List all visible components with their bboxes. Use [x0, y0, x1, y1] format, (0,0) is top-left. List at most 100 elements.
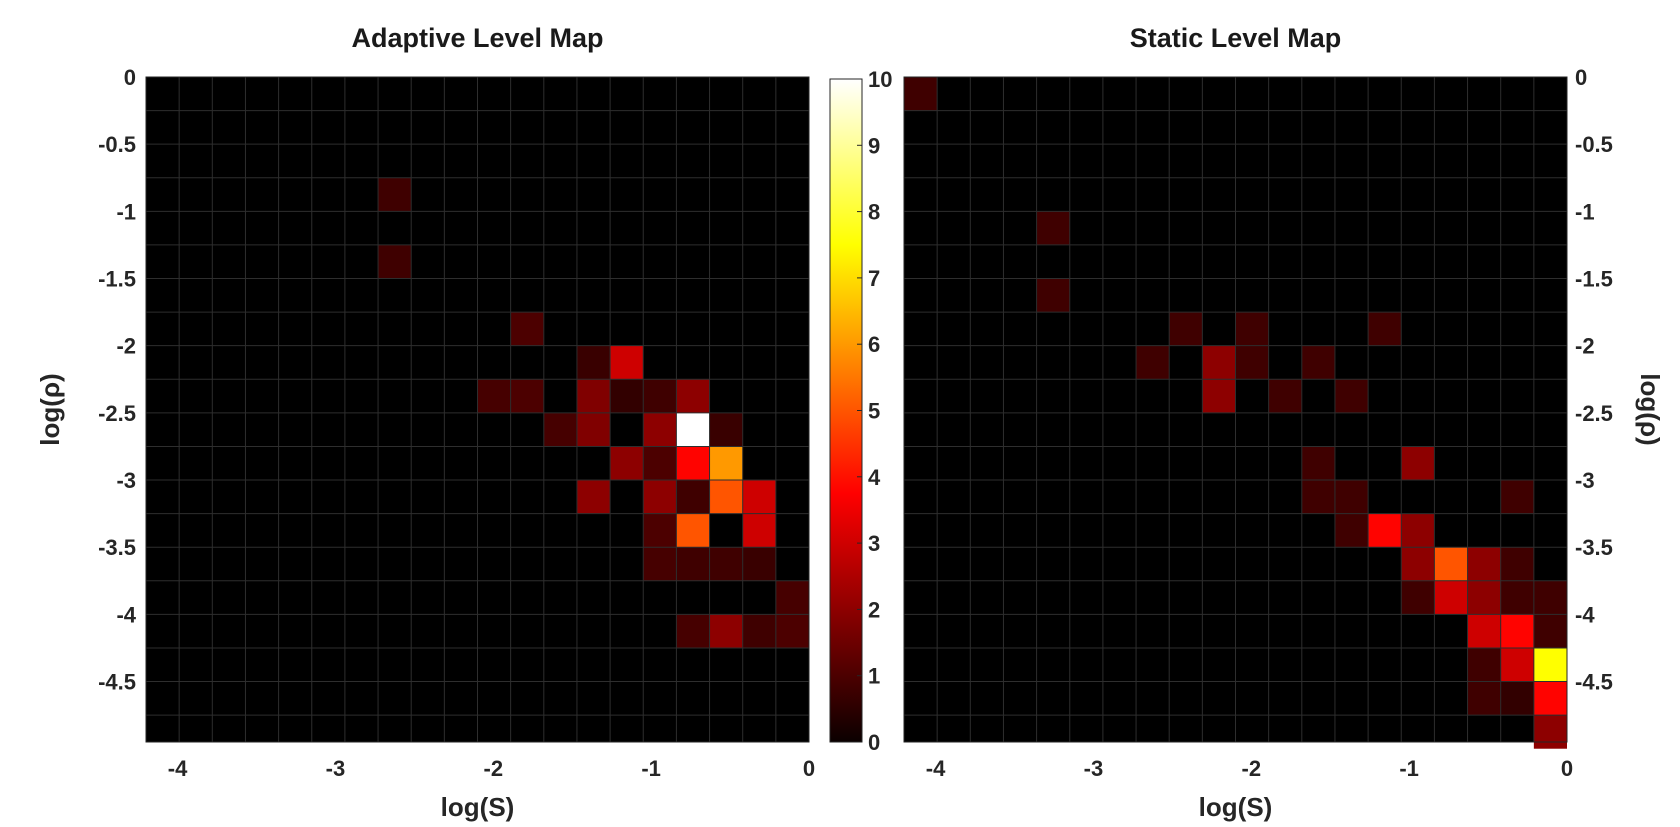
colorbar-tick-label: 2 [868, 597, 880, 622]
adaptive-y-axis-label: log(ρ) [35, 373, 65, 445]
colorbar: 0 1 2 3 4 5 6 7 8 9 10 [829, 67, 892, 755]
static-heatmap-cell-27 [1467, 580, 1501, 615]
adaptive-heatmap-cell-16 [610, 446, 644, 481]
static-y-tick-label: -2 [1575, 334, 1595, 359]
static-heatmap-cell-4 [1235, 312, 1269, 346]
adaptive-x-axis-label: log(S) [441, 792, 515, 822]
static-y-tick-label: -4.5 [1575, 670, 1613, 695]
adaptive-y-tick-label: -3.5 [98, 535, 136, 560]
adaptive-heatmap-cell-6 [510, 379, 544, 413]
adaptive-heatmap-cell-27 [742, 513, 776, 548]
static-y-axis-label: log(ρ) [1635, 373, 1665, 445]
static-heatmap-cell-23 [1467, 547, 1501, 581]
static-title: Static Level Map [1130, 23, 1342, 53]
static-x-axis-label: log(S) [1199, 792, 1273, 822]
static-grid [903, 76, 1568, 742]
adaptive-heatmap-cell-17 [643, 446, 677, 481]
static-heatmap-cell-28 [1500, 580, 1534, 615]
static-heatmap-cell-36 [1467, 681, 1501, 716]
adaptive-heatmap-cell-1 [378, 244, 412, 279]
adaptive-heatmap-cell-28 [643, 547, 677, 581]
adaptive-heatmap-cell-11 [543, 412, 577, 447]
static-heatmap-cell-16 [1301, 446, 1335, 481]
static-heatmap-cell-13 [1301, 480, 1335, 514]
static-heatmap-cell-12 [1334, 379, 1369, 413]
adaptive-heatmap-cell-13 [643, 412, 677, 447]
adaptive-title: Adaptive Level Map [351, 23, 603, 53]
adaptive-heatmap-cell-12 [576, 412, 611, 447]
adaptive-heatmap-cell-25 [643, 513, 677, 548]
adaptive-heatmap-cell-3 [576, 345, 611, 380]
static-heatmap-cell-33 [1467, 647, 1501, 682]
colorbar-tick-label: 5 [868, 399, 880, 424]
static-heatmap-cell-14 [1334, 480, 1369, 514]
adaptive-heatmap-cell-34 [709, 614, 743, 648]
colorbar-tick-label: 4 [868, 465, 881, 490]
adaptive-y-tick-label: -4.5 [98, 670, 136, 695]
adaptive-heatmap-cell-36 [775, 614, 809, 648]
adaptive-grid [145, 76, 810, 742]
static-x-tick-label: -4 [926, 756, 946, 781]
static-y-tick-label: 0 [1575, 65, 1587, 90]
adaptive-heatmap-cell-33 [676, 614, 710, 648]
adaptive-y-tick-label: -2.5 [98, 401, 136, 426]
adaptive-x-tick-label: -4 [168, 756, 188, 781]
static-x-tick-label: 0 [1561, 756, 1573, 781]
static-heatmap-cell-8 [1235, 345, 1269, 380]
adaptive-level-map-panel: Adaptive Level Map -4 -3 -2 -1 0 0 -0.5 -1 -1.5 -2… [35, 23, 815, 822]
adaptive-heatmap-cell-2 [510, 312, 544, 346]
adaptive-heatmap-cell-14 [676, 412, 710, 447]
static-heatmap-cell-11 [1268, 379, 1302, 413]
static-heatmap-cell-26 [1434, 580, 1468, 615]
static-heatmap-cell-15 [1401, 446, 1435, 481]
colorbar-tick-label: 3 [868, 531, 880, 556]
adaptive-heatmap-cell-23 [709, 480, 743, 514]
static-heatmap-cell-39 [1533, 715, 1567, 749]
static-y-tick-label: -2.5 [1575, 401, 1613, 426]
static-heatmap-cell-3 [1169, 312, 1203, 346]
static-x-tick-label: -3 [1084, 756, 1104, 781]
static-heatmap-cell-18 [1334, 513, 1369, 548]
static-y-tick-label: -1 [1575, 199, 1595, 224]
adaptive-x-tick-label: 0 [803, 756, 815, 781]
static-heatmap-cell-38 [1533, 681, 1567, 716]
colorbar-tick-label: 6 [868, 332, 880, 357]
static-heatmap-cell-32 [1533, 614, 1567, 648]
colorbar-tick-label: 9 [868, 133, 880, 158]
adaptive-heatmap-cell-18 [676, 446, 710, 481]
adaptive-y-tick-label: -1.5 [98, 267, 136, 292]
static-heatmap-cell-19 [1368, 513, 1402, 548]
static-y-tick-label: -0.5 [1575, 132, 1613, 157]
adaptive-heatmap-cell-9 [643, 379, 677, 413]
adaptive-y-tick-label: -0.5 [98, 132, 136, 157]
static-heatmap-cell-6 [1136, 345, 1170, 380]
adaptive-y-tick-label: 0 [124, 65, 136, 90]
adaptive-x-tick-label: -1 [641, 756, 661, 781]
static-heatmap-cell-30 [1467, 614, 1501, 648]
colorbar-tick-label: 8 [868, 200, 880, 225]
static-heatmap-cell-2 [1036, 278, 1070, 313]
adaptive-heatmap-cell-26 [676, 513, 710, 548]
adaptive-heatmap-cell-22 [676, 480, 710, 514]
adaptive-y-tick-label: -3 [116, 468, 136, 493]
adaptive-heatmap-cell-20 [576, 480, 611, 514]
static-heatmap-cell-35 [1533, 647, 1567, 682]
static-heatmap-cell-7 [1202, 345, 1236, 380]
adaptive-y-tick-label: -2 [116, 334, 136, 359]
static-heatmap-cell-17 [1500, 480, 1534, 514]
static-heatmap-cell-10 [1202, 379, 1236, 413]
adaptive-heatmap-cell-32 [775, 580, 809, 615]
static-heatmap-cell-25 [1401, 580, 1435, 615]
static-heatmap-cell-20 [1401, 513, 1435, 548]
adaptive-x-tick-label: -3 [326, 756, 346, 781]
static-heatmap-cell-0 [904, 77, 938, 111]
adaptive-heatmap-cell-19 [709, 446, 743, 481]
adaptive-heatmap-cell-5 [477, 379, 511, 413]
adaptive-heatmap-cell-7 [576, 379, 611, 413]
adaptive-heatmap-cell-35 [742, 614, 776, 648]
adaptive-y-tick-label: -4 [116, 602, 136, 627]
static-level-map-panel: Static Level Map -4 -3 -2 -1 0 0 -0.5 -1 -1.5 -2 -2… [903, 23, 1665, 822]
adaptive-heatmap-cell-4 [610, 345, 644, 380]
adaptive-x-tick-label: -2 [484, 756, 504, 781]
